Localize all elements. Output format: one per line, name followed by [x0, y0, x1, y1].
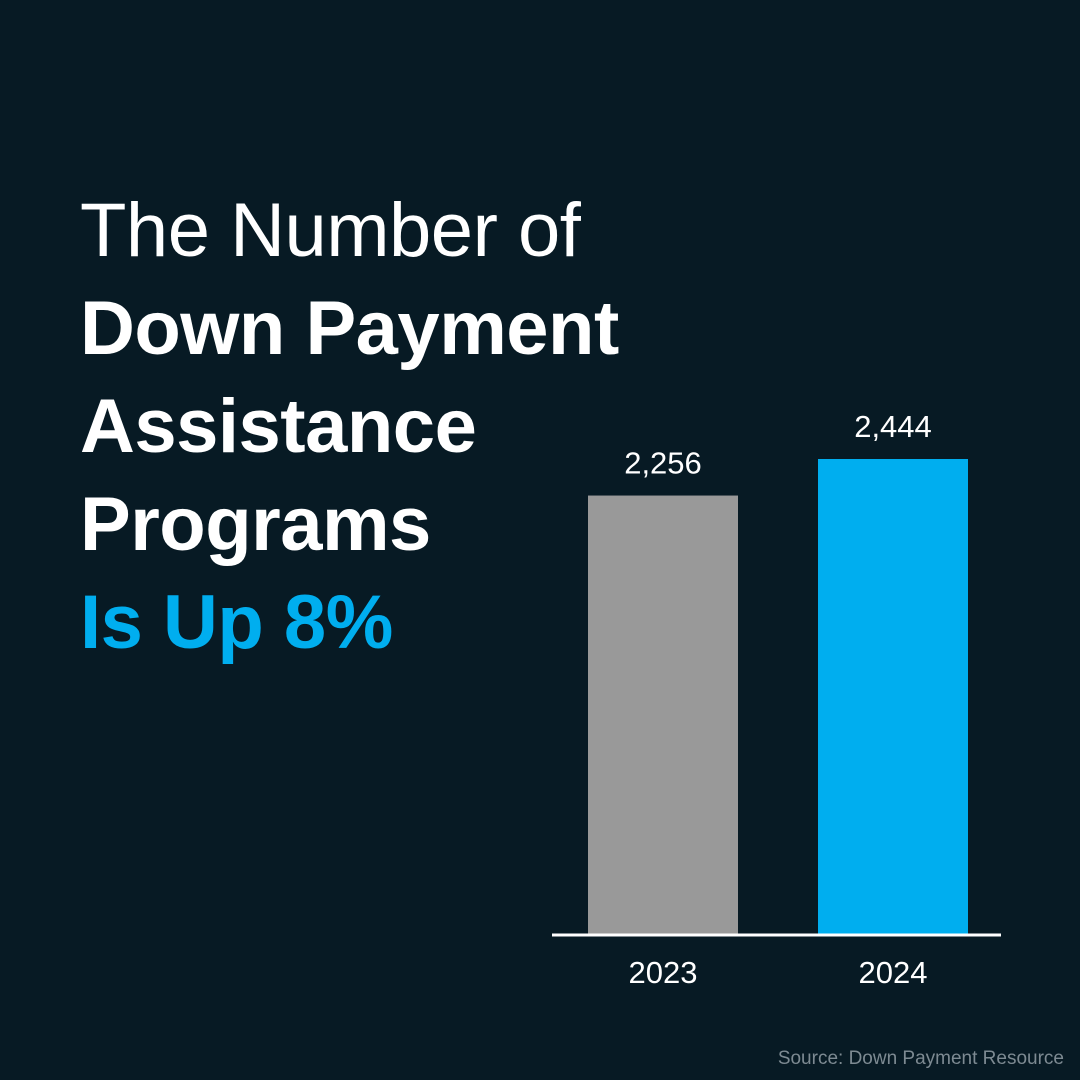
- headline-line-3: Assistance: [80, 384, 477, 469]
- bar-2024: [818, 459, 968, 934]
- headline: The Number of Down Payment Assistance Pr…: [80, 182, 619, 672]
- data-label-2024: 2,444: [854, 409, 932, 444]
- source-note: Source: Down Payment Resource: [777, 1048, 1064, 1069]
- x-tick-label-2024: 2024: [859, 955, 928, 990]
- headline-line-4: Programs: [80, 482, 431, 567]
- data-label-2023: 2,256: [624, 446, 702, 481]
- headline-line-1: The Number of: [80, 188, 581, 273]
- x-tick-label-2023: 2023: [629, 955, 698, 990]
- bar-2023: [588, 495, 738, 934]
- headline-line-5: Is Up 8%: [80, 580, 393, 665]
- headline-line-2: Down Payment: [80, 286, 619, 371]
